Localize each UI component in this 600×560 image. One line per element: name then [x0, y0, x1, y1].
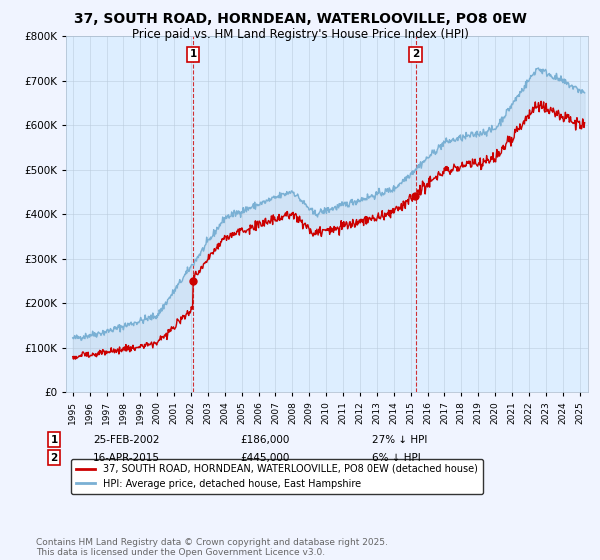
Text: 16-APR-2015: 16-APR-2015	[93, 452, 160, 463]
Text: Contains HM Land Registry data © Crown copyright and database right 2025.
This d: Contains HM Land Registry data © Crown c…	[36, 538, 388, 557]
Text: 2: 2	[412, 49, 419, 59]
Text: 1: 1	[50, 435, 58, 445]
Text: 27% ↓ HPI: 27% ↓ HPI	[372, 435, 427, 445]
Text: 2: 2	[50, 452, 58, 463]
Text: 25-FEB-2002: 25-FEB-2002	[93, 435, 160, 445]
Text: Price paid vs. HM Land Registry's House Price Index (HPI): Price paid vs. HM Land Registry's House …	[131, 28, 469, 41]
Legend: 37, SOUTH ROAD, HORNDEAN, WATERLOOVILLE, PO8 0EW (detached house), HPI: Average : 37, SOUTH ROAD, HORNDEAN, WATERLOOVILLE,…	[71, 459, 482, 494]
Text: 37, SOUTH ROAD, HORNDEAN, WATERLOOVILLE, PO8 0EW: 37, SOUTH ROAD, HORNDEAN, WATERLOOVILLE,…	[74, 12, 526, 26]
Text: 6% ↓ HPI: 6% ↓ HPI	[372, 452, 421, 463]
Text: 1: 1	[190, 49, 197, 59]
Text: £445,000: £445,000	[240, 452, 289, 463]
Text: £186,000: £186,000	[240, 435, 289, 445]
